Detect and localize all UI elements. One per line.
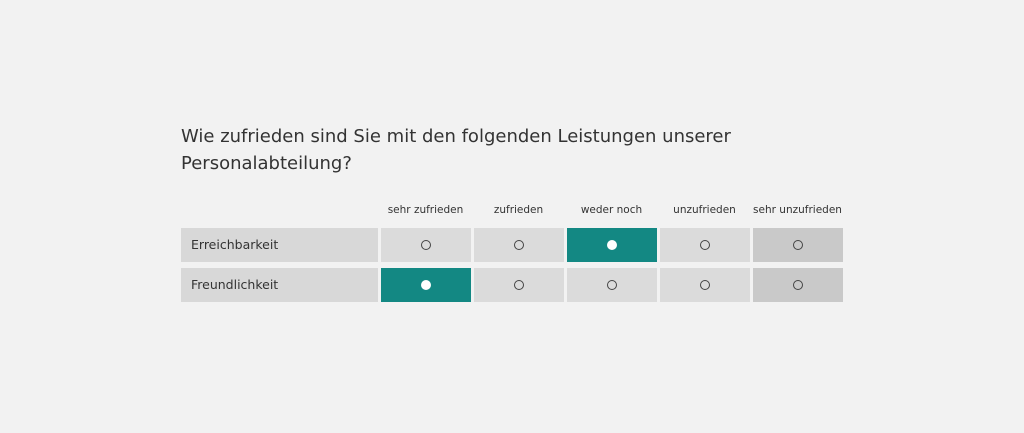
radio-empty-icon[interactable] (607, 280, 617, 290)
column-header: zufrieden (493, 204, 544, 216)
radio-option[interactable] (381, 268, 471, 302)
radio-empty-icon[interactable] (514, 240, 524, 250)
radio-selected-icon[interactable] (607, 240, 617, 250)
radio-empty-icon[interactable] (700, 240, 710, 250)
radio-option[interactable] (474, 268, 564, 302)
radio-option[interactable] (753, 268, 843, 302)
radio-option[interactable] (474, 228, 564, 262)
column-header: sehr zufrieden (387, 204, 464, 216)
radio-empty-icon[interactable] (793, 280, 803, 290)
radio-option[interactable] (567, 228, 657, 262)
column-header: weder noch (580, 204, 643, 216)
row-label: Erreichbarkeit (181, 228, 378, 262)
column-header: sehr unzufrieden (753, 204, 842, 216)
row-label: Freundlichkeit (181, 268, 378, 302)
radio-option[interactable] (381, 228, 471, 262)
radio-option[interactable] (660, 268, 750, 302)
column-header: unzufrieden (673, 204, 736, 216)
radio-empty-icon[interactable] (421, 240, 431, 250)
radio-option[interactable] (660, 228, 750, 262)
radio-selected-icon[interactable] (421, 280, 431, 290)
radio-option[interactable] (753, 228, 843, 262)
radio-empty-icon[interactable] (793, 240, 803, 250)
radio-empty-icon[interactable] (514, 280, 524, 290)
radio-option[interactable] (567, 268, 657, 302)
question-text: Wie zufrieden sind Sie mit den folgenden… (181, 126, 731, 174)
radio-empty-icon[interactable] (700, 280, 710, 290)
